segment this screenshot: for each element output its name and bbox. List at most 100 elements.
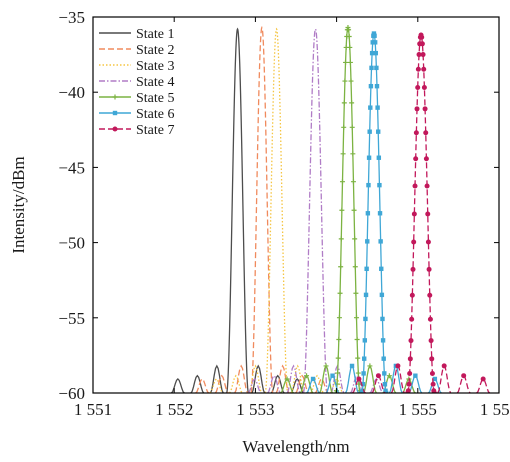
data-point-marker [368, 83, 374, 89]
noise-floor-ripple [190, 374, 205, 393]
noise-floor-ripple [248, 364, 263, 393]
data-point-marker [421, 66, 427, 72]
data-point-marker [411, 211, 417, 217]
x-tick-label: 1 551 [74, 400, 112, 419]
data-point-marker [371, 31, 377, 36]
data-point-marker [423, 156, 429, 162]
data-point-marker [360, 382, 366, 387]
series-5 [280, 25, 416, 393]
noise-floor-ripple [251, 364, 266, 393]
series-1 [170, 27, 305, 393]
data-point-marker [348, 78, 354, 84]
legend-item: State 7 [99, 123, 175, 138]
data-point-marker [368, 105, 373, 110]
data-point-marker [414, 106, 420, 112]
series-6 [306, 31, 442, 393]
data-point-marker [407, 356, 413, 362]
data-point-marker [367, 129, 372, 134]
data-point-marker [378, 239, 383, 244]
data-point-marker [361, 371, 366, 376]
data-point-marker [352, 236, 358, 242]
data-point-marker [413, 130, 419, 136]
data-point-marker [416, 52, 422, 58]
data-point-marker [356, 381, 362, 387]
data-point-marker [347, 44, 353, 50]
legend-label: State 7 [136, 123, 175, 138]
data-point-marker [339, 207, 345, 213]
data-point-marker [413, 373, 418, 378]
data-point-marker [338, 264, 344, 270]
data-point-marker [432, 376, 438, 382]
data-point-marker [383, 388, 388, 393]
data-point-marker [411, 239, 417, 245]
data-point-marker [461, 373, 467, 379]
data-point-marker [340, 151, 346, 157]
data-point-marker [372, 33, 377, 38]
data-point-marker [353, 315, 359, 321]
series-layer [170, 25, 491, 393]
data-point-marker [337, 290, 343, 296]
data-point-marker [363, 292, 369, 298]
data-point-marker [323, 363, 329, 369]
data-point-marker [349, 363, 355, 369]
data-point-marker [441, 363, 447, 369]
x-axis-title: Wavelength/nm [242, 437, 349, 456]
noise-floor-ripple [456, 374, 471, 393]
data-point-marker [405, 388, 411, 393]
data-point-marker [341, 124, 347, 130]
data-point-marker [330, 373, 335, 378]
data-point-marker [374, 83, 380, 89]
data-point-marker [343, 59, 349, 65]
series-2 [195, 26, 329, 393]
data-point-marker [347, 59, 353, 65]
noise-floor-ripple [228, 374, 243, 393]
data-point-marker [412, 183, 418, 189]
data-point-marker [367, 363, 373, 369]
data-point-marker [355, 370, 361, 376]
noise-floor-ripple [195, 378, 210, 393]
data-point-marker [426, 266, 432, 272]
data-point-marker [363, 316, 368, 322]
data-point-marker [112, 110, 118, 116]
y-axis: −60 −55 −50 −45 −40 −35 [58, 8, 499, 403]
data-point-marker [382, 382, 388, 387]
noise-floor-ripple [170, 378, 185, 393]
data-point-marker [304, 373, 310, 379]
data-point-marker [376, 155, 382, 160]
data-point-marker [415, 84, 421, 90]
data-point-marker [408, 338, 414, 344]
data-point-marker [413, 156, 419, 162]
data-point-marker [421, 84, 427, 90]
legend-item: State 4 [99, 75, 175, 90]
data-point-marker [356, 376, 362, 382]
noise-floor-ripple [290, 364, 305, 393]
noise-floor-ripple [270, 374, 285, 393]
data-point-marker [341, 100, 347, 106]
noise-floor-ripple [209, 364, 224, 393]
data-point-marker [349, 100, 355, 106]
legend-item: State 3 [99, 59, 175, 74]
data-point-marker [365, 211, 371, 216]
y-tick-label: −60 [58, 384, 85, 403]
data-point-marker [112, 126, 118, 132]
x-tick-label: 1 553 [236, 400, 274, 419]
data-point-marker [352, 264, 358, 270]
legend-label: State 6 [136, 107, 175, 122]
data-point-marker [428, 338, 434, 344]
plot-frame [92, 16, 500, 394]
data-point-marker [420, 52, 426, 58]
data-point-marker [349, 124, 355, 130]
data-point-marker [369, 65, 374, 71]
data-point-marker [355, 355, 361, 361]
noise-floor-ripple [247, 378, 262, 393]
data-point-marker [423, 130, 429, 136]
data-point-marker [431, 390, 437, 393]
data-point-marker [366, 182, 371, 188]
y-axis-title: Intensity/dBm [9, 156, 28, 253]
data-point-marker [362, 356, 367, 361]
noise-floor-ripple [267, 374, 282, 393]
data-point-marker [429, 370, 435, 376]
data-point-marker [424, 183, 430, 189]
